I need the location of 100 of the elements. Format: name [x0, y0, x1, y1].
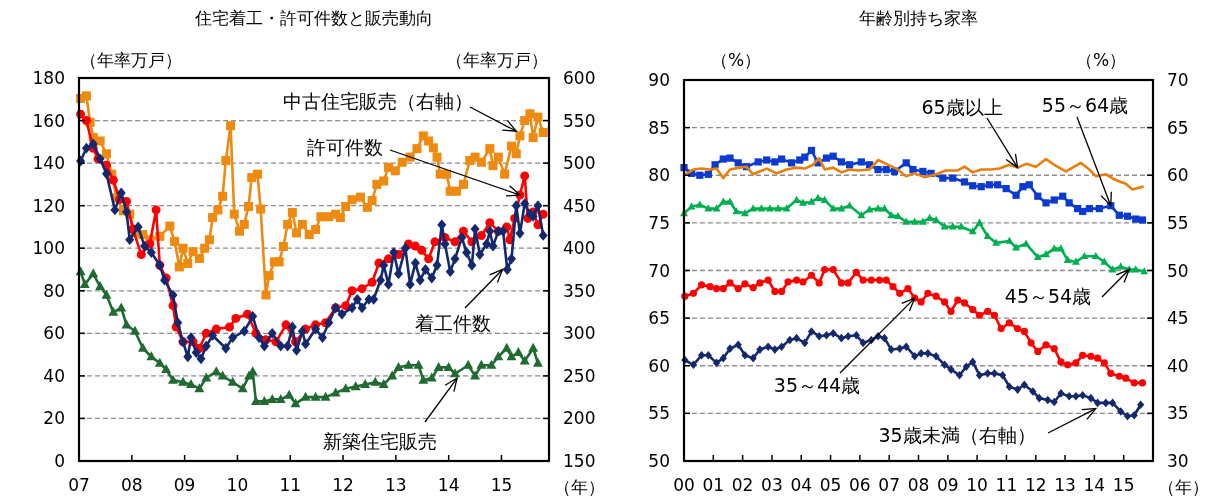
point: [201, 372, 212, 382]
x-tick-label: 04: [790, 475, 813, 495]
x-tick-label: 12: [1024, 475, 1047, 495]
point: [909, 165, 917, 174]
point: [310, 391, 321, 401]
point: [95, 281, 106, 291]
point: [88, 268, 99, 278]
point: [130, 325, 140, 335]
point: [846, 161, 854, 169]
point: [1022, 239, 1031, 247]
point: [726, 197, 734, 205]
point: [801, 153, 809, 161]
point: [476, 359, 487, 369]
y-tick-label: 20: [43, 408, 65, 429]
point: [711, 161, 719, 169]
point: [857, 210, 866, 219]
x-axis-title: （年）: [1157, 477, 1209, 497]
x-tick-label: 10: [226, 475, 249, 495]
point: [426, 372, 437, 382]
y2-tick-label: 45: [1167, 308, 1189, 329]
point: [1140, 267, 1149, 275]
x-tick-label: 11: [279, 475, 302, 495]
x-tick-label: 09: [173, 475, 196, 495]
point: [443, 361, 454, 371]
point: [1071, 257, 1080, 265]
point: [350, 381, 361, 391]
x-tick-label: 14: [437, 475, 460, 495]
y-tick-label: 100: [32, 238, 65, 259]
point: [1033, 252, 1042, 261]
point: [874, 165, 882, 174]
x-tick-label: 08: [907, 475, 930, 495]
point: [977, 183, 985, 191]
point: [532, 357, 543, 367]
point: [137, 342, 148, 352]
point: [1091, 251, 1100, 260]
point: [814, 193, 822, 201]
y-tick-label: 55: [648, 403, 670, 424]
y2-tick-label: 70: [1167, 70, 1189, 90]
point: [1019, 183, 1027, 191]
y-tick-label: 65: [648, 308, 670, 329]
annotation: 35～44歳: [773, 374, 861, 396]
point: [726, 154, 734, 162]
y-tick-label: 160: [32, 110, 65, 131]
chart-title: 住宅着工・許可件数と販売動向: [194, 8, 433, 28]
point: [178, 376, 188, 386]
x-tick-label: 07: [878, 475, 901, 495]
point: [330, 387, 341, 397]
point: [259, 396, 270, 406]
point: [1138, 216, 1147, 224]
point: [433, 361, 444, 371]
y-tick-label: 70: [648, 260, 670, 281]
point: [1132, 215, 1140, 223]
point: [754, 158, 762, 166]
point: [932, 215, 941, 223]
point: [948, 222, 957, 230]
y2-tick-label: 55: [1167, 212, 1189, 233]
point: [1116, 262, 1125, 270]
y-tick-label: 120: [32, 195, 65, 216]
point: [994, 181, 1002, 189]
chart-title: 年齢別持ち家率: [859, 8, 978, 28]
y2-tick-label: 500: [563, 153, 596, 174]
y2-tick-label: 300: [563, 323, 596, 344]
point: [968, 227, 977, 235]
point: [519, 355, 530, 365]
point: [957, 222, 966, 230]
point: [1034, 192, 1042, 200]
y2-tick-label: 450: [563, 195, 596, 216]
y-axis-title: （年率万戸）: [80, 50, 182, 70]
annotation: 着工件数: [415, 312, 491, 334]
y2-axis-title: （年率万戸）: [446, 50, 548, 70]
point: [882, 165, 890, 174]
point: [719, 197, 728, 205]
point: [486, 359, 497, 369]
point: [1095, 204, 1103, 213]
point: [925, 213, 934, 221]
point: [992, 238, 1001, 246]
point: [320, 391, 331, 401]
point: [108, 306, 119, 316]
point: [983, 231, 992, 240]
point: [799, 198, 807, 206]
point: [1050, 196, 1058, 204]
point: [1042, 249, 1050, 258]
point: [237, 383, 248, 393]
point: [154, 357, 165, 367]
y2-tick-label: 400: [563, 238, 596, 259]
point: [186, 379, 196, 388]
point: [829, 204, 838, 212]
y-tick-label: 60: [43, 323, 65, 344]
y2-tick-label: 35: [1167, 403, 1189, 424]
point: [734, 159, 742, 167]
x-tick-label: 03: [761, 475, 783, 495]
point: [757, 204, 766, 212]
annotation: 新築住宅販売: [323, 430, 437, 452]
y-tick-label: 50: [648, 451, 670, 471]
point: [949, 174, 957, 182]
x-tick-label: 13: [385, 475, 407, 495]
point: [146, 351, 157, 361]
y2-tick-label: 200: [563, 408, 596, 429]
y2-tick-label: 65: [1167, 117, 1189, 138]
point: [704, 170, 712, 178]
